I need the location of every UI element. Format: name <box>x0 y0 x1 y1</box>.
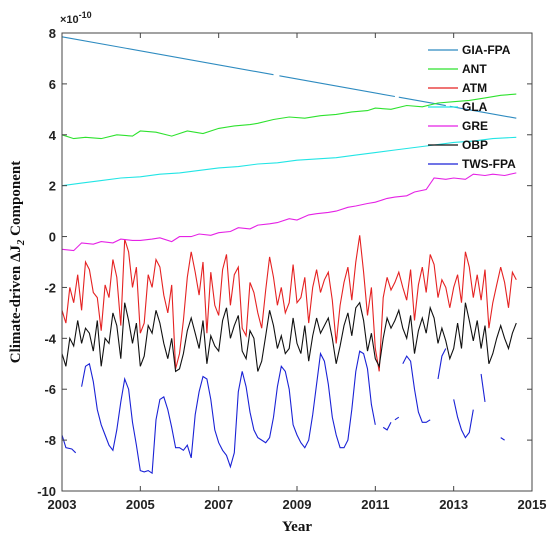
y-label-prefix: Climate-driven ΔJ <box>8 245 24 364</box>
x-tick-label: 2013 <box>439 497 468 512</box>
x-tick-label: 2011 <box>361 497 389 512</box>
y-exponent-label: ×10-10 <box>60 10 92 26</box>
legend-label: ATM <box>462 81 487 95</box>
series-line-obp <box>61 301 517 373</box>
y-tick-label: -6 <box>44 382 56 397</box>
plot-area <box>61 36 517 475</box>
y-tick-label: -2 <box>44 280 56 295</box>
legend-label: GIA-FPA <box>462 43 511 57</box>
x-tick-label: 2005 <box>126 497 155 512</box>
y-tick-label: 4 <box>49 128 57 143</box>
y-label-subscript: 2 <box>15 239 27 246</box>
y-tick-label: 6 <box>49 77 56 92</box>
axis-ticks: 2003 2005 2007 2009 2011 2013 2015 -10 -8 -6 -4 -2 0… <box>37 26 546 512</box>
series-line-tws-fpa <box>480 373 486 402</box>
legend-label: ANT <box>462 62 487 76</box>
y-tick-label: -10 <box>37 484 56 499</box>
legend-label: TWS-FPA <box>462 157 516 171</box>
y-tick-label: 0 <box>49 230 56 245</box>
legend: GIA-FPA ANT ATM GLA GRE OBP TWS-FPA <box>428 43 516 171</box>
series-line-tws-fpa <box>437 348 447 380</box>
x-tick-label: 2003 <box>48 497 77 512</box>
series-line-tws-fpa <box>402 355 431 423</box>
y-tick-label: -4 <box>44 331 56 346</box>
series-line-gre <box>61 172 517 252</box>
legend-label: GRE <box>462 119 488 133</box>
series-line-tws-fpa <box>61 434 77 454</box>
series-line-gia-fpa <box>61 36 274 76</box>
series-line-tws-fpa <box>394 416 400 421</box>
y-label-suffix: Component <box>8 161 24 240</box>
series-line-gia-fpa <box>279 75 395 98</box>
x-tick-label: 2015 <box>518 497 547 512</box>
y-tick-label: 2 <box>49 179 56 194</box>
legend-label: OBP <box>462 138 488 152</box>
y-tick-label: -8 <box>44 433 56 448</box>
legend-label: GLA <box>462 100 488 114</box>
y-exponent-power: -10 <box>79 10 92 20</box>
series-line-tws-fpa <box>382 422 392 431</box>
series-line-ant <box>61 93 517 140</box>
x-tick-label: 2009 <box>283 497 312 512</box>
series-line-gia-fpa <box>449 105 517 119</box>
x-axis-label: Year <box>282 519 312 535</box>
y-tick-label: 8 <box>49 26 56 41</box>
series-line-tws-fpa <box>81 350 376 475</box>
series-line-tws-fpa <box>453 399 474 439</box>
series-line-atm <box>61 235 517 372</box>
series-line-gia-fpa <box>398 96 446 107</box>
x-tick-label: 2007 <box>204 497 233 512</box>
series-line-tws-fpa <box>500 437 505 441</box>
y-axis-label: Climate-driven ΔJ2 Component <box>8 161 27 363</box>
